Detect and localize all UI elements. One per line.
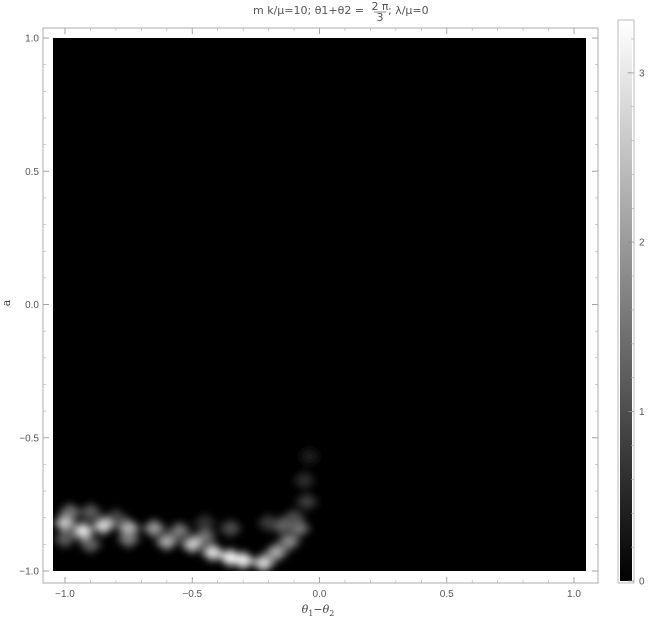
heatmap-cell xyxy=(167,522,192,541)
y-axis-label: a xyxy=(0,299,13,306)
axis-ticks: −1.0 −0.5 0.0 0.5 1.0 −1.0 −0.5 0.0 0.5 1.0 xyxy=(19,28,598,600)
heatmap-cell xyxy=(200,543,225,562)
colorbar-tick-label: 2 xyxy=(639,238,645,249)
y-tick-label: 0.0 xyxy=(25,300,39,311)
colorbar-tick-label: 1 xyxy=(639,407,645,418)
y-tick-label: −0.5 xyxy=(19,433,39,444)
colorbar-ticks: 0 1 2 3 xyxy=(628,38,645,588)
heatmap-cell xyxy=(71,522,95,541)
heatmap-cell xyxy=(193,527,217,546)
heatmap-cell xyxy=(104,508,128,527)
heatmap-area xyxy=(53,38,586,571)
x-label-minus-theta: −θ xyxy=(313,603,329,616)
plot-frame xyxy=(42,27,599,584)
colorbar-tick-label: 0 xyxy=(639,577,645,588)
heatmap-cell xyxy=(193,514,217,533)
heatmap-cell xyxy=(277,532,301,551)
heatmap-cell xyxy=(218,519,243,538)
heatmap-cell xyxy=(180,535,204,554)
x-tick-label: 1.0 xyxy=(567,589,581,600)
heatmap-cell xyxy=(116,530,141,549)
x-axis-label: θ1−θ2 xyxy=(302,603,335,618)
chart-title: m k/μ=10; θ1+θ2 = xyxy=(253,4,364,17)
colorbar-tick-label: 3 xyxy=(639,68,645,79)
x-tick-label: −0.5 xyxy=(182,589,202,600)
heatmap-cell xyxy=(292,471,316,490)
title-suffix: ; λ/μ=0 xyxy=(388,4,429,17)
heatmap-cell xyxy=(78,535,103,554)
heatmap-cell xyxy=(155,532,179,551)
heatmap-cell xyxy=(58,503,82,522)
heatmap-cell xyxy=(78,503,103,522)
y-tick-label: −1.0 xyxy=(19,567,39,578)
title-prefix: m k/μ=10; θ1+θ2 = xyxy=(253,4,364,17)
heatmap-cell xyxy=(142,519,166,538)
title-fraction-numerator: 2 π xyxy=(371,0,388,13)
title-fraction-denominator: 3 xyxy=(377,11,384,24)
heatmap-cell xyxy=(297,447,322,466)
x-label-sub1: 1 xyxy=(308,609,313,618)
heatmap-cell xyxy=(295,492,319,511)
heatmap-cell xyxy=(53,530,77,549)
heatmap-cell xyxy=(256,514,281,533)
heatmap-cell xyxy=(264,543,288,562)
y-tick-label: 1.0 xyxy=(25,34,39,45)
heatmap-cell xyxy=(251,554,276,571)
x-tick-label: 0.5 xyxy=(440,589,454,600)
x-label-sub2: 2 xyxy=(329,609,334,618)
heatmap-cell xyxy=(231,551,255,570)
x-label-theta1: θ xyxy=(302,603,309,616)
x-tick-label: −1.0 xyxy=(55,589,75,600)
heatmap-cell xyxy=(116,519,141,538)
x-tick-label: 0.0 xyxy=(313,589,327,600)
y-tick-label: 0.5 xyxy=(25,167,39,178)
hotspot-layer xyxy=(53,447,322,571)
heatmap-background xyxy=(53,38,586,571)
colorbar xyxy=(620,22,632,581)
